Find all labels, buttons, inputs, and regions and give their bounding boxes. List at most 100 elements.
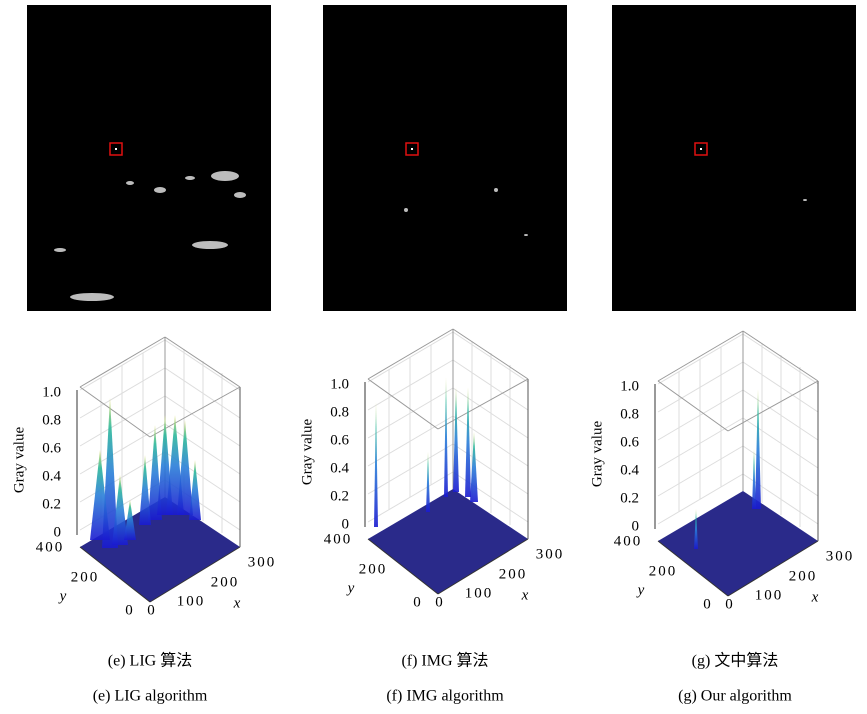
y-axis-label: y <box>346 580 355 596</box>
z-tick-label: 0.4 <box>330 460 349 476</box>
z-tick-label: 0.6 <box>42 440 61 456</box>
grid-line <box>657 330 744 382</box>
x-axis-label: x <box>233 595 241 611</box>
y-axis-label: y <box>636 582 645 598</box>
bright-spot <box>70 293 114 301</box>
x-tick-label: 200 <box>499 566 528 582</box>
z-tick-label: 0.6 <box>620 434 639 450</box>
y-tick-label: 400 <box>324 531 353 547</box>
target-box <box>109 142 123 156</box>
grid-line <box>79 546 151 603</box>
z-tick-label: 0 <box>54 524 62 540</box>
surface-peak <box>755 389 761 509</box>
target <box>411 148 413 150</box>
z-tick-label: 0 <box>342 516 350 532</box>
grid-line <box>79 336 166 388</box>
x-axis-label: x <box>521 587 529 603</box>
x-axis-label: x <box>811 589 819 605</box>
y-axis-label: y <box>58 588 67 604</box>
grid-line <box>727 380 819 432</box>
z-tick-label: 0.8 <box>330 404 349 420</box>
surface-peak <box>374 402 378 527</box>
grid-line <box>367 538 439 595</box>
bright-spot <box>154 187 166 193</box>
grid-line <box>437 538 529 595</box>
surface-peak <box>124 500 136 540</box>
x-tick-label: 0 <box>147 602 157 618</box>
y-tick-label: 0 <box>413 594 423 610</box>
surface-peak <box>112 475 128 545</box>
surface-peak <box>694 509 698 549</box>
surface-peak <box>139 455 151 525</box>
bright-spot <box>494 188 498 192</box>
grid-line <box>149 546 241 603</box>
target <box>700 148 702 150</box>
y-tick-label: 200 <box>71 569 100 585</box>
grid-line <box>149 386 241 438</box>
surface-peak <box>752 449 756 509</box>
surface-peak <box>177 420 193 515</box>
caption-en: (e) LIG algorithm <box>93 688 208 705</box>
caption-cn: (g) 文中算法 <box>692 651 779 670</box>
surface-peak <box>444 377 448 497</box>
z-tick-label: 0 <box>632 518 640 534</box>
y-tick-label: 400 <box>36 539 65 555</box>
bright-spot <box>185 176 195 180</box>
grid-line <box>79 386 151 438</box>
grid-line <box>657 380 729 432</box>
x-tick-label: 200 <box>789 568 818 584</box>
caption-en: (g) Our algorithm <box>678 688 792 705</box>
bright-spot <box>211 171 239 181</box>
bright-spot <box>404 208 408 212</box>
z-axis-label: Gray value <box>299 419 315 486</box>
z-tick-label: 0.8 <box>620 406 639 422</box>
z-tick-label: 1.0 <box>330 376 349 392</box>
z-tick-label: 1.0 <box>620 378 639 394</box>
y-tick-label: 200 <box>359 561 388 577</box>
target <box>115 148 117 150</box>
x-tick-label: 100 <box>177 593 206 609</box>
grid-line <box>437 378 529 430</box>
surface-floor <box>658 491 818 596</box>
caption-cn: (e) LIG 算法 <box>108 651 192 670</box>
x-tick-label: 100 <box>755 587 784 603</box>
x-tick-label: 200 <box>211 574 240 590</box>
bright-spot <box>126 181 134 185</box>
grid-line <box>742 330 819 382</box>
bright-spot <box>54 248 66 252</box>
grid-line <box>657 540 729 597</box>
y-tick-label: 400 <box>614 533 643 549</box>
z-axis-label: Gray value <box>11 427 27 494</box>
y-tick-label: 0 <box>125 602 135 618</box>
image <box>612 5 856 311</box>
grid-line <box>164 336 241 388</box>
x-tick-label: 0 <box>435 594 445 610</box>
y-tick-label: 200 <box>649 563 678 579</box>
y-tick-label: 0 <box>703 596 713 612</box>
surface-peak <box>426 452 430 512</box>
bright-spot <box>524 234 528 236</box>
bright-spot <box>803 199 807 201</box>
x-tick-label: 0 <box>725 596 735 612</box>
target-box <box>405 142 419 156</box>
grid-line <box>367 328 454 380</box>
z-axis-label: Gray value <box>589 421 605 488</box>
x-tick-label: 300 <box>248 554 277 570</box>
z-tick-label: 0.2 <box>330 488 349 504</box>
target-box <box>694 142 708 156</box>
z-tick-label: 1.0 <box>42 384 61 400</box>
z-tick-label: 0.2 <box>42 496 61 512</box>
grid-line <box>452 328 529 380</box>
caption-en: (f) IMG algorithm <box>386 688 504 705</box>
x-tick-label: 100 <box>465 585 494 601</box>
grid-line <box>727 540 819 597</box>
surface-floor <box>80 497 240 602</box>
x-tick-label: 300 <box>826 548 855 564</box>
surface-peak <box>90 450 110 540</box>
image <box>323 5 567 311</box>
z-tick-label: 0.4 <box>42 468 61 484</box>
surface-peak <box>189 460 201 520</box>
